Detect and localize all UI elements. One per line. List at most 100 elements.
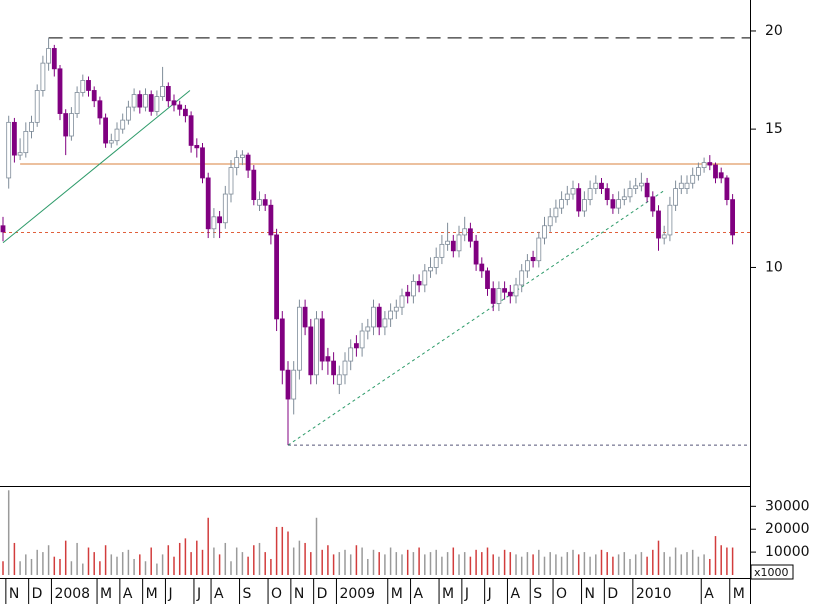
candle-body <box>376 306 382 328</box>
candle-body <box>279 318 285 371</box>
volume-bar <box>486 547 489 575</box>
candle-body <box>17 152 23 156</box>
x-tick-label: A <box>123 586 133 602</box>
candle-body <box>11 121 17 156</box>
volume-bar <box>167 545 170 575</box>
candle-body <box>382 318 388 328</box>
candle-body <box>165 86 171 102</box>
volume-bar <box>156 563 158 575</box>
candle-body <box>684 182 690 190</box>
volume-bar <box>372 549 375 575</box>
volume-bar <box>503 549 506 575</box>
candle-body <box>701 162 707 168</box>
volume-bar <box>714 536 717 575</box>
volume-bar <box>384 554 386 575</box>
volume-tick-label: 10000 <box>765 544 810 560</box>
volume-bar <box>435 549 437 575</box>
x-tick-label: M <box>100 586 112 602</box>
volume-bar <box>338 552 341 575</box>
x-tick-label: D <box>32 586 43 602</box>
y-tick-label: 20 <box>765 23 783 39</box>
volume-bar <box>30 558 33 575</box>
candle-body <box>91 90 97 102</box>
volume-bar <box>104 545 107 575</box>
x-tick-label: 2008 <box>54 586 90 602</box>
volume-bar <box>441 556 443 575</box>
candle-body <box>393 306 399 312</box>
volume-bar <box>218 554 221 575</box>
volume-bar <box>617 554 620 575</box>
candle-body <box>211 216 217 230</box>
candle-body <box>103 117 108 144</box>
volume-bar <box>572 549 574 575</box>
candle-body <box>143 94 148 108</box>
candle-body <box>496 288 502 304</box>
candle-body <box>228 167 234 195</box>
candle-body <box>331 360 337 376</box>
volume-bar <box>121 552 124 575</box>
candle-body <box>587 188 593 201</box>
volume-bar <box>652 549 654 575</box>
volume-bar <box>173 556 175 575</box>
volume-bar <box>606 552 608 575</box>
candle-body <box>336 374 342 385</box>
volume-bar <box>429 552 432 575</box>
volume-bar <box>520 556 523 575</box>
volume-bar <box>235 547 238 575</box>
candle-body <box>530 256 536 262</box>
candle-body <box>502 288 508 293</box>
volume-bar <box>332 554 335 575</box>
volume-bar <box>139 554 141 575</box>
volume-bar <box>349 554 352 575</box>
volume-bar <box>538 549 540 575</box>
candle-body <box>399 295 405 308</box>
candle-body <box>131 94 137 108</box>
volume-bar <box>76 542 78 575</box>
volume-bar <box>213 547 215 575</box>
volume-bar <box>378 552 380 575</box>
volume-bar <box>691 549 694 575</box>
volume-bar <box>498 556 500 575</box>
x-tick-label: N <box>294 586 304 602</box>
candle-body <box>644 182 650 198</box>
volume-bar <box>600 549 603 575</box>
candle-body <box>513 284 519 297</box>
x-tick-label: S <box>533 586 542 602</box>
candle-body <box>154 96 160 112</box>
candle-body <box>604 188 610 201</box>
x-tick-label: A <box>214 586 224 602</box>
volume-bar <box>355 545 358 575</box>
x-tick-label: M <box>146 586 158 602</box>
candle-body <box>182 108 188 117</box>
volume-bar <box>287 531 289 575</box>
volume-bar <box>116 556 118 575</box>
volume-bar <box>178 542 181 575</box>
volume-bar <box>406 549 409 575</box>
candle-body <box>108 140 114 144</box>
volume-bar <box>623 552 626 575</box>
candle-body <box>268 204 274 236</box>
volume-bar <box>110 554 113 575</box>
x-tick-label: J <box>167 586 172 602</box>
volume-bar <box>207 517 209 575</box>
volume-bar <box>389 547 392 575</box>
candle-body <box>251 169 257 201</box>
candle-body <box>114 128 120 142</box>
candle-body <box>40 62 46 91</box>
candle-body <box>462 228 468 236</box>
volume-bar <box>446 552 449 575</box>
volume-bar <box>304 542 306 575</box>
x-tick-label: A <box>510 586 520 602</box>
volume-bar <box>321 549 323 575</box>
candle-body <box>553 207 559 218</box>
candle-body <box>171 100 177 106</box>
candle-body <box>599 182 604 190</box>
candle-body <box>439 243 445 258</box>
candle-body <box>718 172 724 179</box>
candle-body <box>405 291 411 297</box>
volume-bar <box>224 542 227 575</box>
volume-bar <box>150 547 152 575</box>
candle-body <box>86 80 91 91</box>
candle-body <box>536 237 542 262</box>
candle-body <box>564 193 570 201</box>
